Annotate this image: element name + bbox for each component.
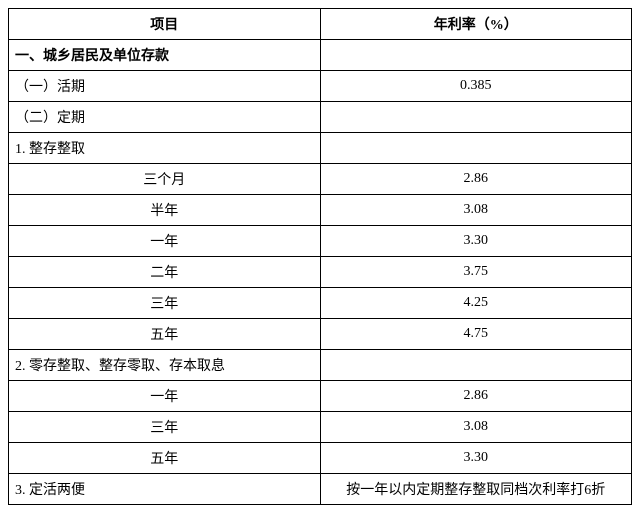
table-row: 三个月2.86	[9, 164, 632, 195]
cell-item: 三个月	[9, 164, 321, 195]
cell-rate: 3.30	[320, 443, 632, 474]
table-row: 三年3.08	[9, 412, 632, 443]
cell-item: 三年	[9, 288, 321, 319]
cell-rate: 4.25	[320, 288, 632, 319]
cell-rate: 0.385	[320, 71, 632, 102]
table-row: 3. 定活两便按一年以内定期整存整取同档次利率打6折	[9, 474, 632, 505]
cell-rate: 3.30	[320, 226, 632, 257]
table-row: 半年3.08	[9, 195, 632, 226]
cell-rate	[320, 350, 632, 381]
cell-rate	[320, 133, 632, 164]
cell-rate: 3.75	[320, 257, 632, 288]
table-row: 一年3.30	[9, 226, 632, 257]
cell-rate: 3.08	[320, 195, 632, 226]
cell-rate: 2.86	[320, 164, 632, 195]
cell-item: 二年	[9, 257, 321, 288]
table-row: （二）定期	[9, 102, 632, 133]
table-row: （一）活期0.385	[9, 71, 632, 102]
cell-item: 一、城乡居民及单位存款	[9, 40, 321, 71]
cell-item: 一年	[9, 381, 321, 412]
cell-item: 1. 整存整取	[9, 133, 321, 164]
cell-item: 半年	[9, 195, 321, 226]
table-header-row: 项目 年利率（%）	[9, 9, 632, 40]
cell-rate	[320, 102, 632, 133]
cell-rate: 按一年以内定期整存整取同档次利率打6折	[320, 474, 632, 505]
cell-item: 五年	[9, 443, 321, 474]
table-row: 一年2.86	[9, 381, 632, 412]
cell-rate	[320, 40, 632, 71]
cell-rate: 2.86	[320, 381, 632, 412]
cell-item: 三年	[9, 412, 321, 443]
cell-item: 3. 定活两便	[9, 474, 321, 505]
table-row: 2. 零存整取、整存零取、存本取息	[9, 350, 632, 381]
table-row: 一、城乡居民及单位存款	[9, 40, 632, 71]
cell-rate: 4.75	[320, 319, 632, 350]
header-rate: 年利率（%）	[320, 9, 632, 40]
table-row: 三年4.25	[9, 288, 632, 319]
table-row: 1. 整存整取	[9, 133, 632, 164]
cell-item: （二）定期	[9, 102, 321, 133]
cell-item: （一）活期	[9, 71, 321, 102]
header-item: 项目	[9, 9, 321, 40]
cell-rate: 3.08	[320, 412, 632, 443]
table-row: 五年3.30	[9, 443, 632, 474]
cell-item: 一年	[9, 226, 321, 257]
table-row: 五年4.75	[9, 319, 632, 350]
cell-item: 2. 零存整取、整存零取、存本取息	[9, 350, 321, 381]
table-row: 二年3.75	[9, 257, 632, 288]
cell-item: 五年	[9, 319, 321, 350]
deposit-rate-table: 项目 年利率（%） 一、城乡居民及单位存款（一）活期0.385（二）定期1. 整…	[8, 8, 632, 505]
